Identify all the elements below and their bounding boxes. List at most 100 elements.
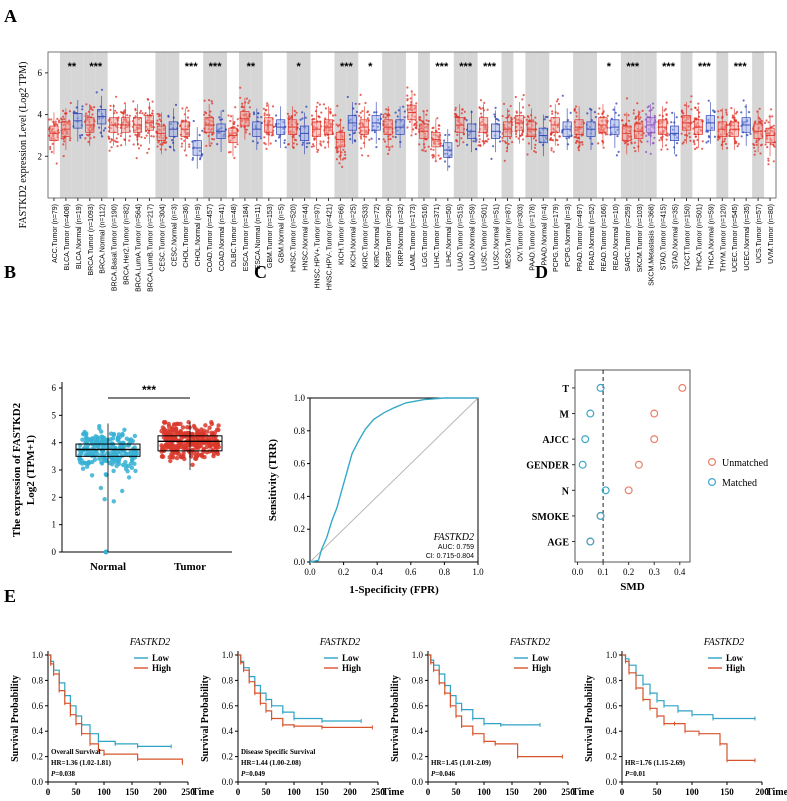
panel-c-roc-curve	[309, 397, 478, 563]
panel-e-xtick-label: 150	[125, 787, 139, 797]
panel-a-point	[507, 110, 510, 113]
panel-a-point	[141, 112, 144, 115]
panel-a-point	[698, 111, 701, 114]
panel-a-point	[354, 140, 357, 143]
panel-a-point	[422, 110, 425, 113]
panel-b-point-tumor	[166, 424, 172, 429]
panel-a-point	[765, 119, 768, 122]
panel-a-point	[406, 98, 409, 101]
panel-a-point	[295, 111, 298, 114]
panel-e-hr: HR=1.36 (1.02-1.81)	[51, 759, 112, 767]
panel-e-xtick-label: 0	[426, 787, 431, 797]
panel-a-point	[147, 147, 150, 151]
panel-a-point	[116, 140, 119, 144]
panel-a-point	[263, 112, 266, 115]
panel-a-point	[305, 145, 308, 149]
panel-b-point-tumor	[193, 456, 199, 461]
panel-e-ytick-label: 0.6	[606, 701, 618, 711]
panel-e-p-value: P=0.01	[625, 770, 646, 778]
panel-a-point	[501, 115, 504, 118]
panel-a-point	[278, 134, 281, 137]
panel-a-point	[241, 105, 244, 108]
panel-a-point	[448, 133, 451, 136]
panel-a-point	[737, 142, 740, 146]
panel-c-ci: CI: 0.715-0.804	[426, 553, 474, 560]
panel-a-point	[734, 119, 738, 122]
panel-b-point-normal	[102, 457, 107, 462]
panel-a-point	[478, 106, 481, 109]
panel-a-point	[384, 116, 387, 119]
panel-a-point	[766, 146, 769, 149]
panel-a-point	[413, 124, 416, 127]
panel-a-point	[418, 118, 421, 121]
panel-a-point	[487, 138, 490, 141]
panel-a-point	[120, 144, 123, 147]
panel-a-point	[652, 142, 655, 145]
panel-a-point	[362, 142, 365, 145]
panel-a-point	[49, 145, 52, 149]
panel-a-point	[180, 145, 183, 148]
panel-a-point	[522, 94, 525, 97]
panel-d-point-matched	[586, 409, 595, 418]
panel-b-point-tumor	[207, 425, 212, 430]
panel-a-point	[769, 143, 773, 146]
panel-a-point	[99, 131, 102, 134]
panel-a-point	[396, 115, 399, 118]
panel-a-point	[575, 111, 578, 114]
panel-a-point	[597, 112, 600, 115]
panel-a-point	[171, 139, 174, 142]
panel-a-point	[764, 121, 767, 124]
panel-b-point-tumor	[204, 445, 209, 450]
panel-a-point	[324, 107, 327, 110]
panel-e-xtick-label: 50	[262, 787, 272, 797]
panel-a-xtick-label: MESO.Tumor (n=87)	[505, 204, 512, 269]
panel-a-point	[62, 115, 65, 118]
panel-c-ytick-label: 1.0	[294, 393, 306, 403]
panel-a-point	[208, 114, 211, 117]
panel-a-point	[98, 126, 101, 129]
panel-e-hr: HR=1.76 (1.15-2.69)	[625, 759, 686, 767]
panel-a-xtick-label: LUAD.Normal (n=59)	[470, 204, 477, 270]
panel-a-point	[302, 141, 305, 144]
panel-b-point-tumor	[213, 444, 218, 449]
panel-a-point	[680, 132, 683, 135]
panel-a-point	[128, 139, 131, 142]
panel-a-point	[767, 157, 770, 160]
panel-a-point	[186, 116, 189, 119]
panel-e-xtick-label: 50	[452, 787, 462, 797]
panel-b-point-normal	[108, 431, 114, 436]
panel-a-point	[233, 126, 236, 129]
panel-a-point	[525, 118, 528, 121]
panel-e-ytick-label: 0.4	[32, 726, 44, 736]
panel-a-point	[419, 116, 422, 119]
panel-a-point	[645, 113, 648, 116]
panel-b-point-tumor	[162, 428, 168, 433]
panel-a-point	[689, 100, 692, 103]
panel-c-auc: AUC: 0.759	[438, 544, 474, 551]
panel-a-significance: ***	[209, 61, 223, 73]
panel-a-point	[244, 131, 247, 134]
panel-e-survival-type: Disease Specific Survival	[241, 748, 315, 756]
panel-a-point	[48, 118, 51, 121]
panel-b-point-normal	[116, 457, 122, 463]
panel-a-point	[558, 135, 561, 138]
panel-a-point	[534, 116, 537, 119]
panel-a-point	[475, 138, 478, 141]
panel-a-xtick-label: PCPG.Tumor (n=179)	[553, 204, 560, 272]
panel-a-point	[310, 145, 313, 148]
panel-a-xtick-label: LUAD.Tumor (n=515)	[458, 204, 465, 271]
panel-d-point-matched	[596, 383, 605, 392]
panel-a-point	[555, 100, 559, 103]
panel-a-point	[519, 134, 522, 137]
panel-a-point	[486, 108, 489, 111]
panel-a-xtick-label: KIRP.Normal (n=32)	[398, 204, 405, 266]
panel-e-ytick-label: 0.4	[412, 726, 424, 736]
panel-a-point	[60, 117, 63, 120]
panel-a-point	[509, 104, 512, 108]
panel-b-point-tumor	[160, 454, 166, 459]
panel-a-point	[676, 142, 679, 145]
panel-a-point	[183, 113, 186, 116]
panel-a-point	[483, 101, 486, 104]
panel-a-point	[81, 105, 84, 108]
panel-a-point	[109, 140, 112, 143]
